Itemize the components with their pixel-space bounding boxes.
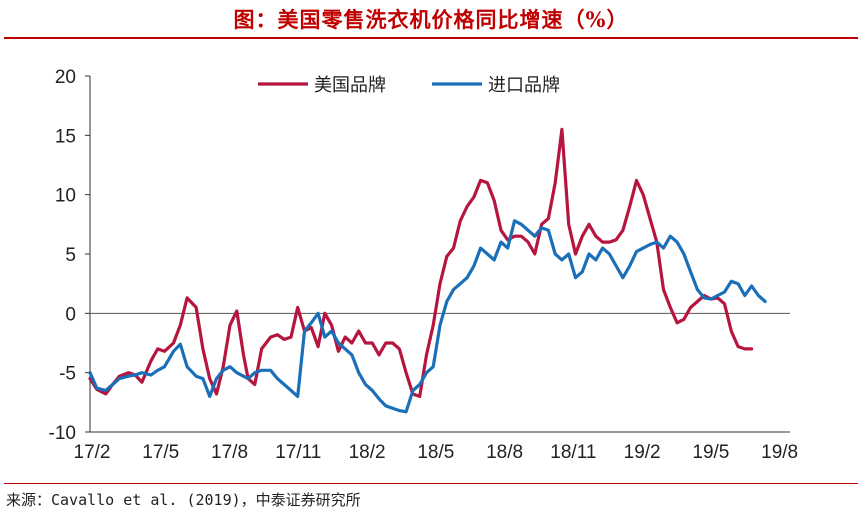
- x-tick-label: 18/11: [550, 442, 596, 463]
- x-tick-label: 19/5: [692, 442, 729, 463]
- chart-series-lines: [88, 127, 767, 414]
- y-tick-label: 15: [55, 126, 76, 147]
- y-tick-label: 0: [65, 304, 76, 325]
- x-tick-label: 17/5: [142, 442, 179, 463]
- y-tick-label: 20: [55, 67, 76, 88]
- legend-label-2: 进口品牌: [488, 75, 560, 96]
- x-tick-label: 19/2: [624, 442, 661, 463]
- y-axis-tick-labels: -10 -5 0 5 10 15 20: [49, 67, 90, 444]
- legend-label-1: 美国品牌: [314, 75, 386, 96]
- y-tick-label: 5: [65, 245, 76, 266]
- x-tick-label: 18/5: [417, 442, 454, 463]
- title-divider: [4, 37, 858, 39]
- chart-title: 图：美国零售洗衣机价格同比增速（%）: [233, 7, 629, 32]
- x-tick-label: 19/8: [761, 442, 798, 463]
- y-tick-label: 10: [55, 186, 76, 207]
- x-tick-label: 17/8: [211, 442, 248, 463]
- footer-divider: [4, 483, 858, 484]
- x-axis-tick-labels: 17/2 17/5 17/8 17/11 18/2 18/5 18/8 18/11 19/2 19…: [74, 442, 799, 463]
- series-line-1: [88, 127, 754, 398]
- y-tick-label: -5: [59, 364, 76, 385]
- source-note: 来源：Cavallo et al. (2019)，中泰证券研究所: [6, 491, 361, 509]
- x-tick-label: 17/2: [74, 442, 111, 463]
- chart-legend: 美国品牌 进口品牌: [258, 75, 560, 96]
- x-tick-label: 18/2: [349, 442, 386, 463]
- y-tick-label: -10: [49, 423, 76, 444]
- x-tick-label: 18/8: [486, 442, 523, 463]
- x-tick-label: 17/11: [275, 442, 321, 463]
- series-line-2: [88, 219, 767, 414]
